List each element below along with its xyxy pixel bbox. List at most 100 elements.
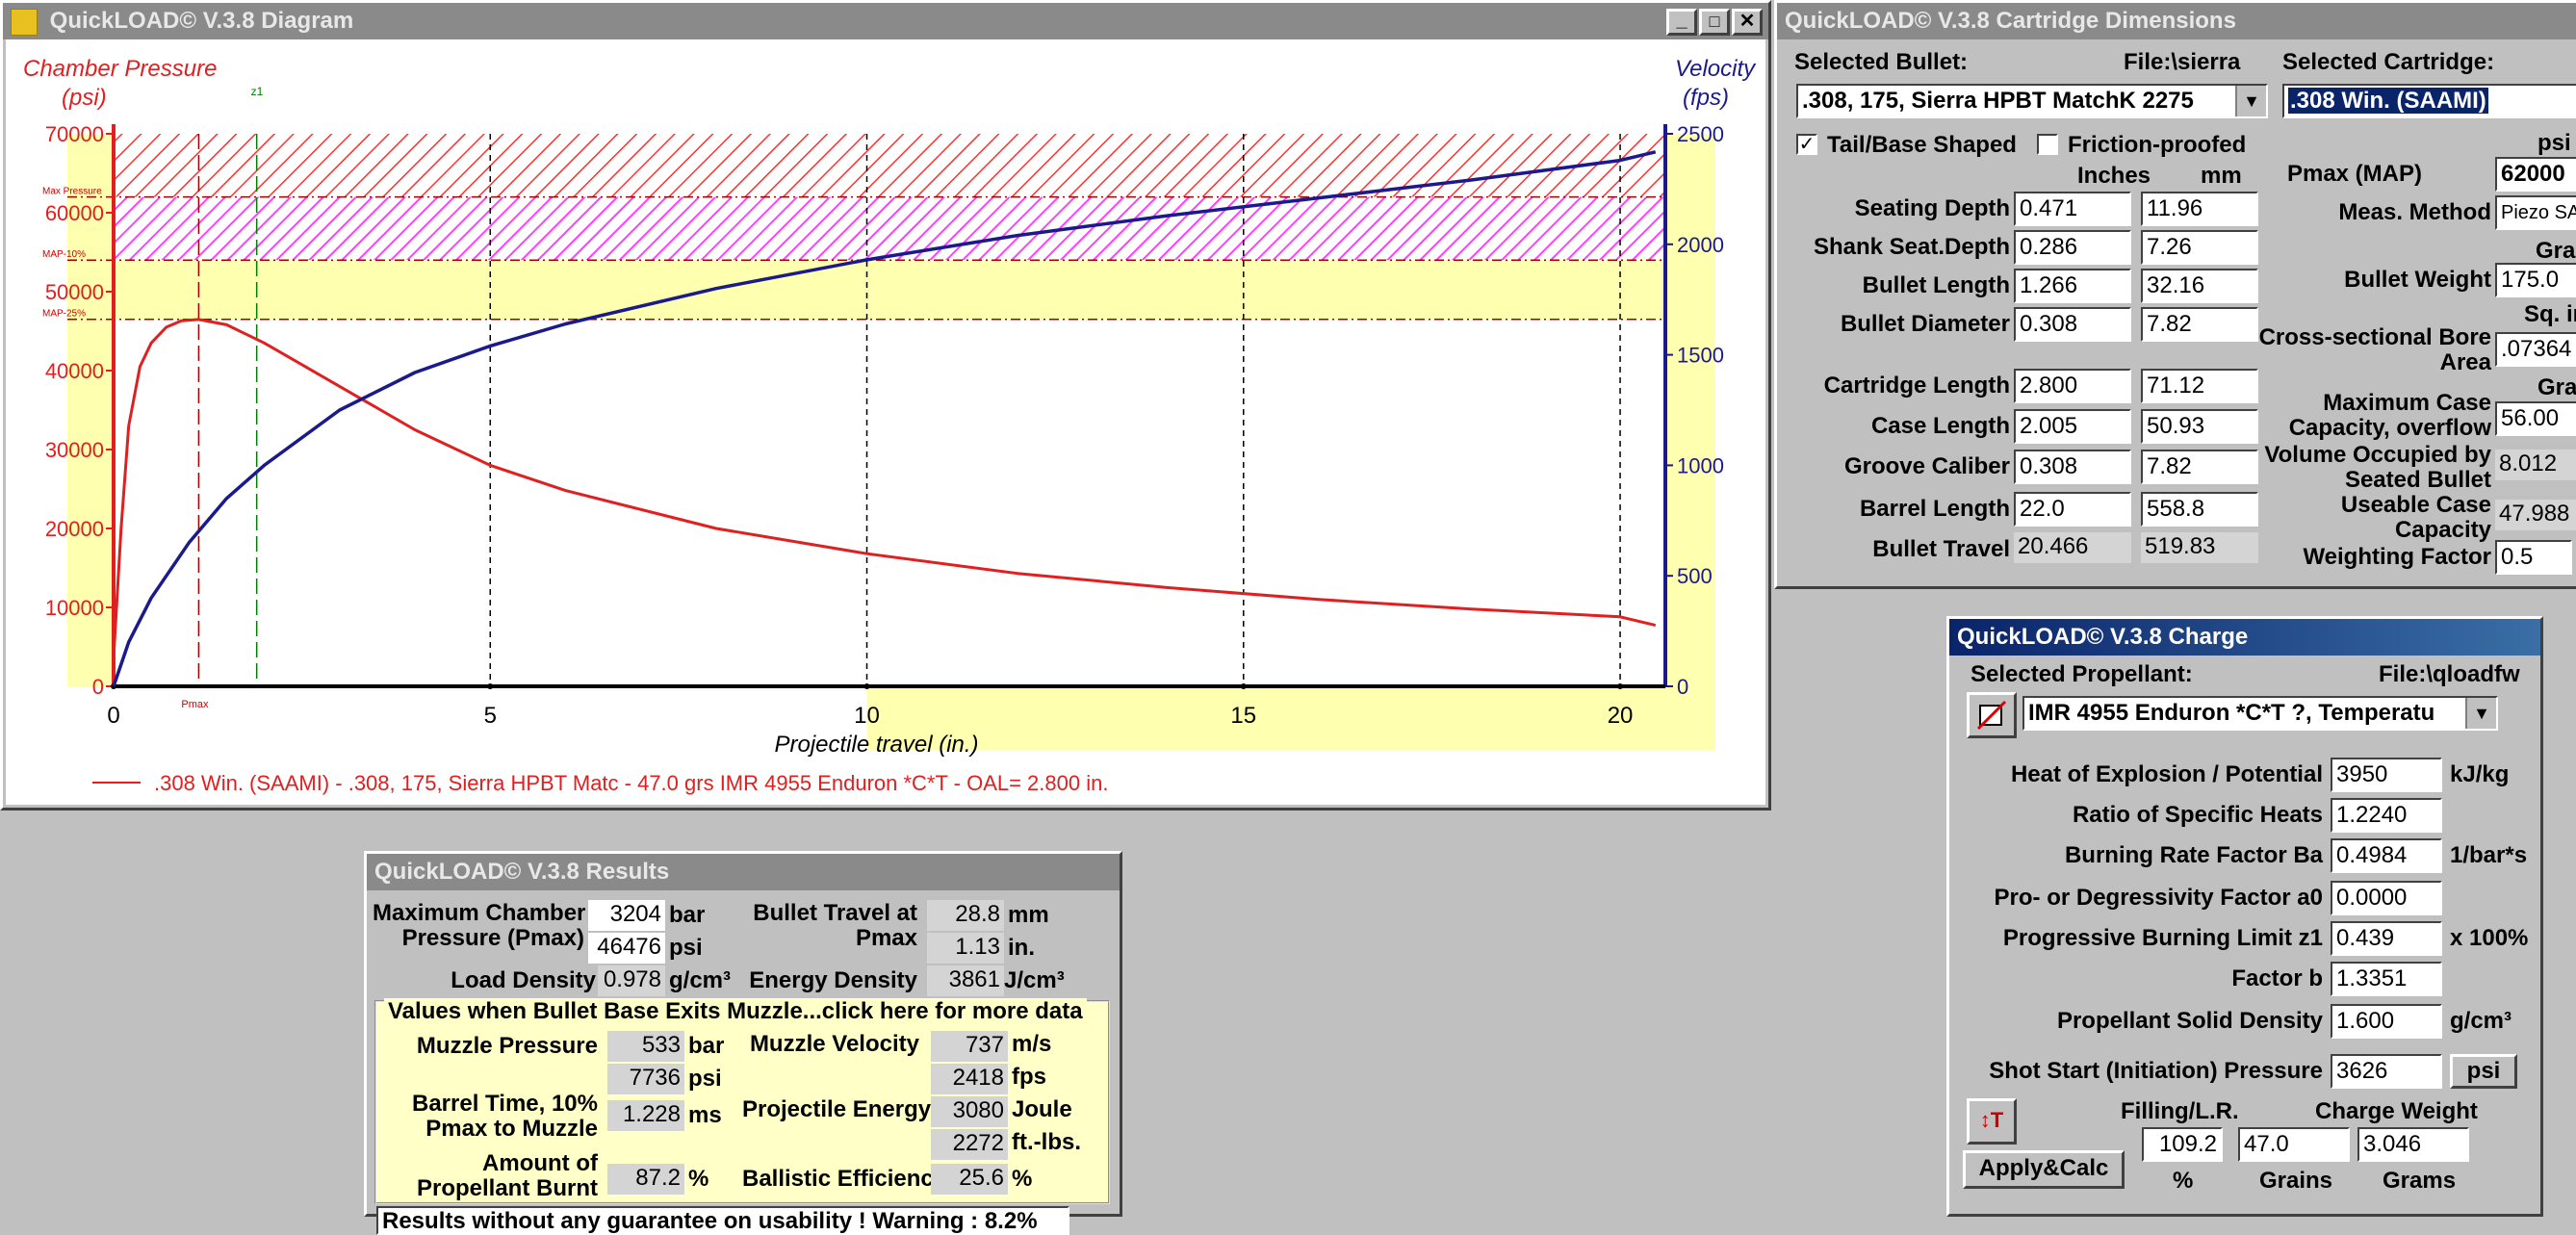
cartridge-row-mm[interactable]: 7.82 [2141,450,2258,484]
cartridge-row-inches[interactable]: 2.800 [2014,369,2131,403]
max-chamber-psi-unit: psi [669,935,703,961]
charge-row-label: Progressive Burning Limit z1 [2002,925,2323,951]
cartridge-row-mm[interactable]: 11.96 [2141,192,2258,226]
charge-row-value[interactable]: 0.4984 [2331,838,2442,873]
bullet-weight-field[interactable]: 175.0 [2495,263,2576,297]
pmax-field[interactable]: 62000 [2495,157,2576,192]
bore-area-field[interactable]: .07364 [2495,332,2576,367]
charge-weight-grains-field[interactable]: 47.0 [2238,1127,2350,1162]
charge-row-unit: g/cm³ [2450,1008,2512,1034]
cartridge-row-mm[interactable]: 71.12 [2141,369,2258,403]
charge-title: QuickLOAD© V.3.8 Charge [1957,624,2249,650]
left-tick-label: 30000 [45,438,104,462]
muzzle-pressure-psi-unit: psi [688,1066,722,1092]
charge-row-value[interactable]: 1.3351 [2331,962,2442,996]
cartridge-row-label: Cartridge Length [1823,373,2010,399]
useable-capacity-value: 47.988 [2495,500,2576,530]
legend-label: .308 Win. (SAAMI) - .308, 175, Sierra HP… [154,771,1108,795]
left-tick-label: 0 [92,675,104,699]
cartridge-row-inches[interactable]: 22.0 [2014,492,2131,527]
cartridge-row-mm[interactable]: 7.82 [2141,307,2258,342]
weighting-factor-label: Weighting Factor [2303,544,2491,570]
cartridge-row-label: Groove Caliber [1843,453,2010,479]
cartridge-row-mm[interactable]: 50.93 [2141,409,2258,444]
chevron-down-icon[interactable]: ▼ [2235,86,2266,116]
max-case-capacity-field[interactable]: 56.00 [2495,401,2576,436]
charge-row-label: Factor b [2231,965,2323,991]
charge-row-value[interactable]: 1.600 [2331,1004,2442,1039]
bullet-travel-pmax-label-2: Pmax [855,925,917,951]
left-tick-label: 50000 [45,280,104,304]
charge-row-value[interactable]: 3950 [2331,758,2442,792]
friction-label[interactable]: Friction-proofed [2068,132,2247,158]
tail-base-checkbox[interactable]: ✓ [1796,134,1817,155]
bullet-travel-in: 1.13 [927,933,1004,964]
charge-weight-grams-field[interactable]: 3.046 [2357,1127,2469,1162]
muzzle-values-panel[interactable]: Values when Bullet Base Exits Muzzle...c… [374,998,1110,1204]
cartridge-row-inches[interactable]: 2.005 [2014,409,2131,444]
cartridge-row-label: Bullet Length [1862,272,2010,298]
pmax-marker-label: Pmax [181,699,209,710]
barrel-time-label-1: Barrel Time, 10% [412,1091,598,1117]
filling-field[interactable]: 109.2 [2142,1127,2223,1162]
charge-row-value[interactable]: 0.0000 [2331,881,2442,915]
results-warning-field[interactable]: Results without any guarantee on usabili… [376,1206,1069,1235]
chevron-down-icon[interactable]: ▼ [2465,698,2496,729]
band-label: Max Pressure [42,187,102,197]
charge-row-value[interactable]: 0.439 [2331,921,2442,956]
apply-calc-button[interactable]: Apply&Calc [1963,1150,2125,1189]
cartridge-row-inches[interactable]: 0.471 [2014,192,2131,226]
temperature-button[interactable]: ↕T [1967,1098,2017,1145]
charge-row-unit: x 100% [2450,925,2529,951]
x-tick-label: 5 [484,703,497,729]
left-tick-label: 40000 [45,359,104,383]
propellant-select[interactable]: IMR 4955 Enduron *C*T ?, Temperatu ▼ [2022,696,2498,731]
muzzle-pressure-bar-unit: bar [688,1033,725,1059]
cartridge-select[interactable]: .308 Win. (SAAMI) [2282,84,2576,118]
psi-unit-button[interactable]: psi [2450,1054,2517,1089]
results-titlebar[interactable]: QuickLOAD© V.3.8 Results [367,854,1120,890]
projectile-energy-ftlbs-unit: ft.-lbs. [1012,1129,1081,1155]
projectile-energy-joule-unit: Joule [1012,1096,1072,1122]
y-left-unit: (psi) [62,85,107,111]
cartridge-row-inches[interactable]: 0.308 [2014,307,2131,342]
cartridge-window: QuickLOAD© V.3.8 Cartridge Dimensions Se… [1774,0,2576,589]
cartridge-row-mm[interactable]: 32.16 [2141,269,2258,303]
map25-band [114,260,1665,320]
charge-row-value[interactable]: 1.2240 [2331,798,2442,833]
cartridge-row-mm[interactable]: 558.8 [2141,492,2258,527]
weighting-factor-field[interactable]: 0.5 [2495,540,2572,575]
cartridge-row-label: Barrel Length [1859,496,2010,522]
volume-occupied-value: 8.012 [2495,450,2576,480]
max-chamber-bar-unit: bar [669,902,706,928]
minimize-button[interactable]: _ [1666,9,1697,36]
muzzle-values-header[interactable]: Values when Bullet Base Exits Muzzle...c… [384,998,1087,1025]
left-tick-label: 70000 [45,122,104,146]
right-tick-label: 1000 [1677,453,1724,477]
bore-area-label-2: Area [2439,349,2491,375]
maximize-button[interactable]: □ [1699,9,1730,36]
left-tick-label: 60000 [45,201,104,225]
diagram-titlebar[interactable]: QuickLOAD© V.3.8 Diagram [3,3,1768,39]
charge-row-value[interactable]: 3626 [2331,1054,2442,1089]
muzzle-velocity-fps: 2418 [931,1064,1008,1094]
cartridge-row-inches[interactable]: 0.286 [2014,230,2131,265]
tail-base-label[interactable]: Tail/Base Shaped [1827,132,2017,158]
bullet-select[interactable]: .308, 175, Sierra HPBT MatchK 2275 ▼ [1796,84,2268,118]
projectile-energy-joule: 3080 [931,1096,1008,1127]
muzzle-pressure-label: Muzzle Pressure [416,1033,598,1059]
charge-row-label: Burning Rate Factor Ba [2064,842,2323,868]
selected-cartridge-label: Selected Cartridge: [2282,49,2495,75]
diagram-window: QuickLOAD© V.3.8 Diagram _ □ ✕ Max Press… [0,0,1771,810]
cartridge-row-inches[interactable]: 0.308 [2014,450,2131,484]
charge-titlebar[interactable]: QuickLOAD© V.3.8 Charge [1949,619,2540,656]
right-shade [1665,134,1715,686]
cartridge-titlebar[interactable]: QuickLOAD© V.3.8 Cartridge Dimensions [1777,3,2576,39]
cartridge-row-inches[interactable]: 1.266 [2014,269,2131,303]
propellant-picker-button[interactable] [1967,692,2017,738]
cartridge-row-mm[interactable]: 7.26 [2141,230,2258,265]
friction-checkbox[interactable] [2037,134,2058,155]
max-pressure-band [114,134,1665,197]
close-button[interactable]: ✕ [1732,9,1763,36]
meas-method-field[interactable]: Piezo SA [2495,195,2576,230]
